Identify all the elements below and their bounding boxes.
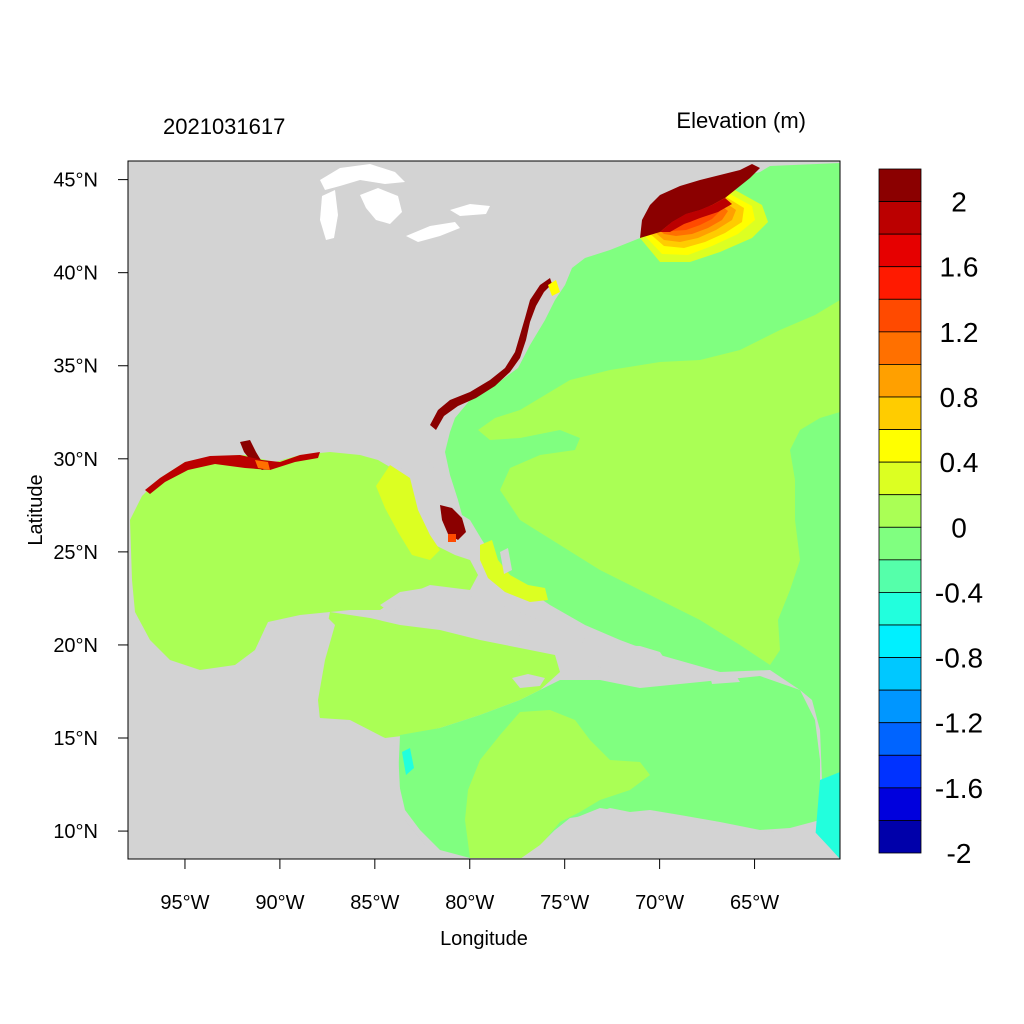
colorbar-swatch [878,201,922,235]
colorbar-swatch [878,331,922,365]
colorbar-label: -0.4 [935,577,983,608]
colorbar-label: 0.8 [940,382,979,413]
andros-island [500,548,512,574]
x-tick-label: 80°W [445,892,494,914]
colorbar-swatch [878,754,922,789]
map-plot [128,161,840,859]
western-caribbean [312,612,560,738]
louisiana-coast-surge [145,452,320,494]
surge-1.8-band [660,198,732,232]
colorbar-swatch [878,689,922,724]
jamaica [512,674,545,688]
florida-west-surge [440,505,466,540]
x-axis: 95°W 90°W 85°W 80°W 75°W 70°W 65°W [160,859,779,914]
colorbar-swatch [878,298,922,333]
y-axis-label: Latitude [25,474,47,545]
florida-shelf-plume [376,465,440,560]
lake-superior [320,164,405,190]
colorbar-swatch [878,266,922,300]
x-axis-label: Longitude [440,928,528,950]
colorbar-label: 0.4 [940,447,979,478]
colorbar-swatch [878,494,922,528]
bahamas-bank [480,540,548,602]
colorbar-label: -1.6 [935,773,983,804]
south-america [520,808,840,859]
colorbar-swatch [878,168,922,202]
lake-erie [406,222,460,242]
hispaniola [590,645,668,672]
florida [375,455,462,540]
colorbar-label: 0 [951,512,967,543]
y-tick-label: 10°N [53,821,98,843]
colorbar-label: 1.2 [940,317,979,348]
x-tick-label: 70°W [635,892,684,914]
plot-frame [127,160,841,860]
colorbar: 2 1.6 1.2 0.8 0.4 0 -0.4 -0.8 -1.2 -1.6 -2 [878,168,983,869]
atlantic-interior [478,300,840,665]
timestamp-title: 2021031617 [163,114,285,139]
y-tick-label: 35°N [53,356,98,378]
x-tick-label: 75°W [540,892,589,914]
colorbar-label: -0.8 [935,643,983,674]
surge-2.0-new-england [640,164,760,238]
x-tick-label: 95°W [160,892,209,914]
colorbar-swatch [878,461,922,496]
variable-title: Elevation (m) [676,108,806,133]
central-america [128,615,440,859]
colorbar-label: -1.2 [935,708,983,739]
y-tick-label: 30°N [53,449,98,471]
y-tick-label: 45°N [53,170,98,192]
colorbar-swatch [878,364,922,398]
colorbar-label: -2 [947,838,972,869]
colorbar-swatch [878,787,922,821]
colorbar-swatch [878,657,922,691]
caribbean-tongue [465,710,650,858]
colorbar-swatch [878,592,922,626]
cyan-patch-west [402,748,414,775]
colorbar-label: 1.6 [940,252,979,283]
colorbar-swatch [878,624,922,658]
y-tick-label: 40°N [53,263,98,285]
cuba [380,588,585,646]
y-tick-label: 25°N [53,542,98,564]
y-axis: 10°N 15°N 20°N 25°N 30°N 35°N 40°N 45°N [53,170,128,843]
colorbar-swatch [878,429,922,463]
x-tick-label: 85°W [350,892,399,914]
x-tick-label: 90°W [255,892,304,914]
colorbar-swatch [878,396,922,430]
florida-tip-orange [448,534,456,542]
colorbar-swatch [878,820,922,854]
y-tick-label: 15°N [53,728,98,750]
colorbar-swatch [878,233,922,268]
louisiana-orange [255,460,270,470]
east-coast-surge [430,278,552,430]
lake-huron [360,188,402,224]
y-tick-label: 20°N [53,635,98,657]
colorbar-swatch [878,526,922,561]
chesapeake-yellow [548,280,560,296]
puerto-rico [710,674,740,684]
lake-michigan [320,190,338,240]
colorbar-label: 2 [951,187,967,218]
colorbar-swatch [878,722,922,756]
x-tick-label: 65°W [730,892,779,914]
lake-ontario [450,204,490,216]
colorbar-swatch [878,559,922,593]
cyan-patch-east [815,772,840,859]
